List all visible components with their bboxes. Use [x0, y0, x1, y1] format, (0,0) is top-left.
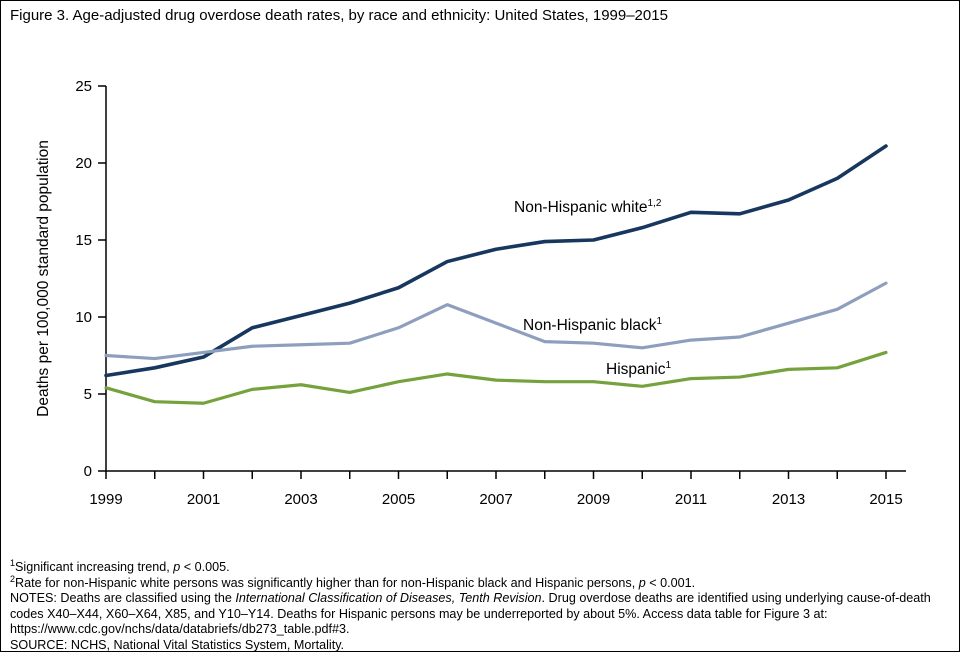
series-line-hispanic [104, 350, 888, 405]
y-tick-label: 5 [84, 386, 92, 403]
series-label-non-hispanic-black: Non-Hispanic black1 [523, 315, 663, 335]
footnote-text: . Drug overdose deaths are identified us… [10, 591, 931, 636]
footnote-text: SOURCE: NCHS, National Vital Statistics … [10, 637, 345, 652]
series-label-non-hispanic-white: Non-Hispanic white1,2 [514, 197, 662, 217]
footnote-line: SOURCE: NCHS, National Vital Statistics … [10, 638, 954, 652]
y-tick-label: 0 [84, 463, 92, 480]
x-tick-label: 2015 [869, 491, 902, 508]
y-axis-title: Deaths per 100,000 standard population [35, 140, 52, 417]
y-tick-label: 25 [75, 78, 92, 95]
x-tick-label: 2001 [187, 491, 220, 508]
footnote-text: International Classification of Diseases… [235, 591, 542, 605]
x-tick-label: 2003 [284, 491, 317, 508]
series-label-text: Hispanic [606, 361, 666, 378]
series-label-superscript: 1 [665, 359, 672, 371]
series-line-non-hispanic-white [104, 144, 888, 378]
footnote-text: p [173, 560, 181, 574]
footnote-text: Significant increasing trend, [15, 560, 174, 574]
x-tick-label: 2007 [479, 491, 512, 508]
y-tick-label: 20 [75, 155, 92, 172]
x-tick-label: 2011 [675, 491, 707, 508]
x-tick-label: 2009 [577, 491, 610, 508]
x-tick-label: 2005 [382, 491, 415, 508]
footnote-line: 1Significant increasing trend, p < 0.005… [10, 557, 954, 576]
x-tick-label: 1999 [89, 491, 122, 508]
series-label-superscript: 1 [656, 315, 663, 327]
footnote-line: 2Rate for non-Hispanic white persons was… [10, 573, 954, 592]
series-label-text: Non-Hispanic white [514, 199, 648, 216]
footnote-text: < 0.001. [645, 575, 696, 590]
footnote-text: p [638, 575, 646, 590]
footnote-text: Rate for non-Hispanic white persons was … [15, 575, 639, 590]
footnotes-block: 1Significant increasing trend, p < 0.005… [10, 557, 954, 652]
figure-title: Figure 3. Age-adjusted drug overdose dea… [10, 7, 668, 24]
y-tick-label: 10 [75, 309, 92, 326]
footnote-line: NOTES: Deaths are classified using the I… [10, 591, 954, 638]
series-label-text: Non-Hispanic black [523, 317, 657, 334]
series-label-hispanic: Hispanic1 [606, 359, 672, 379]
y-tick-label: 15 [75, 232, 92, 249]
footnote-text: < 0.005. [180, 560, 230, 574]
series-line-non-hispanic-black [104, 281, 888, 361]
footnote-superscript: 2 [10, 573, 16, 584]
footnote-superscript: 1 [10, 557, 16, 568]
series-label-superscript: 1,2 [647, 197, 662, 209]
line-chart-canvas: 0 5 10 15 20 25 1999 2001 2003 2005 2007 2009 2011 20… [35, 78, 906, 508]
x-tick-label: 2013 [772, 491, 805, 508]
footnote-text: NOTES: Deaths are classified using the [10, 591, 236, 605]
